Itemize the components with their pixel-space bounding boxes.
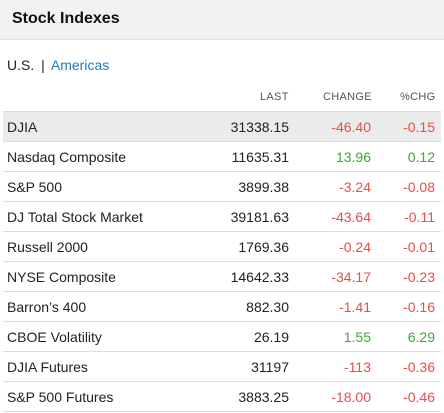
column-header-pct-change: %CHG — [400, 91, 436, 103]
pct-change-value: -0.16 — [403, 299, 435, 315]
last-value: 882.30 — [246, 299, 289, 315]
index-table: DJIA 31338.15 -46.40 -0.15 Nasdaq Composite 1… — [3, 111, 441, 412]
pct-change-value: -0.46 — [403, 389, 435, 405]
change-value: -0.24 — [339, 239, 371, 255]
change-value: -18.00 — [331, 389, 371, 405]
change-value: -34.17 — [331, 269, 371, 285]
last-value: 26.19 — [253, 329, 289, 345]
pct-change-value: -0.23 — [403, 269, 435, 285]
change-value: -1.41 — [339, 299, 371, 315]
tab-separator: | — [41, 57, 45, 73]
table-row[interactable]: NYSE Composite 14642.33 -34.17 -0.23 — [3, 261, 441, 291]
last-value: 3899.38 — [238, 179, 289, 195]
table-row[interactable]: DJIA Futures 31197 -113 -0.36 — [3, 351, 441, 381]
change-value: -46.40 — [331, 119, 371, 135]
last-value: 3883.25 — [238, 389, 289, 405]
change-value: 1.55 — [343, 329, 371, 345]
index-name[interactable]: Russell 2000 — [7, 239, 88, 255]
pct-change-value: -0.11 — [404, 209, 435, 225]
last-value: 31338.15 — [230, 119, 289, 135]
pct-change-value: 6.29 — [407, 329, 435, 345]
index-name[interactable]: CBOE Volatility — [7, 329, 102, 345]
tab-us[interactable]: U.S. — [7, 57, 35, 73]
index-name[interactable]: DJ Total Stock Market — [7, 209, 143, 225]
index-name[interactable]: Barron’s 400 — [7, 299, 87, 315]
last-value: 14642.33 — [230, 269, 289, 285]
change-value: -113 — [344, 359, 371, 375]
last-value: 1769.36 — [238, 239, 289, 255]
index-name[interactable]: S&P 500 — [7, 179, 63, 195]
tab-americas[interactable]: Americas — [50, 57, 110, 73]
pct-change-value: 0.12 — [407, 149, 435, 165]
table-row[interactable]: S&P 500 Futures 3883.25 -18.00 -0.46 — [3, 381, 441, 412]
last-value: 39181.63 — [230, 209, 289, 225]
index-name[interactable]: NYSE Composite — [7, 269, 116, 285]
change-value: -43.64 — [331, 209, 371, 225]
region-tabs: U.S. | Americas — [7, 57, 109, 73]
index-name[interactable]: Nasdaq Composite — [7, 149, 127, 165]
table-row[interactable]: DJ Total Stock Market 39181.63 -43.64 -0.11 — [3, 201, 441, 231]
pct-change-value: -0.08 — [403, 179, 435, 195]
pct-change-value: -0.15 — [403, 119, 435, 135]
index-name[interactable]: DJIA Futures — [7, 359, 88, 375]
table-row[interactable]: CBOE Volatility 26.19 1.55 6.29 — [3, 321, 441, 351]
widget-title: Stock Indexes — [12, 10, 120, 27]
table-row[interactable]: DJIA 31338.15 -46.40 -0.15 — [3, 111, 441, 141]
change-value: 13.96 — [335, 149, 371, 165]
last-value: 11635.31 — [231, 149, 289, 165]
index-name[interactable]: DJIA — [7, 119, 38, 135]
column-header-change: CHANGE — [323, 91, 372, 103]
pct-change-value: -0.01 — [403, 239, 435, 255]
table-row[interactable]: S&P 500 3899.38 -3.24 -0.08 — [3, 171, 441, 201]
widget-header: Stock Indexes — [0, 0, 444, 40]
table-row[interactable]: Barron’s 400 882.30 -1.41 -0.16 — [3, 291, 441, 321]
change-value: -3.24 — [339, 179, 371, 195]
table-row[interactable]: Nasdaq Composite 11635.31 13.96 0.12 — [3, 141, 441, 171]
index-name[interactable]: S&P 500 Futures — [7, 389, 114, 405]
last-value: 31197 — [251, 359, 289, 375]
pct-change-value: -0.36 — [403, 359, 435, 375]
table-row[interactable]: Russell 2000 1769.36 -0.24 -0.01 — [3, 231, 441, 261]
column-header-last: LAST — [260, 91, 289, 103]
